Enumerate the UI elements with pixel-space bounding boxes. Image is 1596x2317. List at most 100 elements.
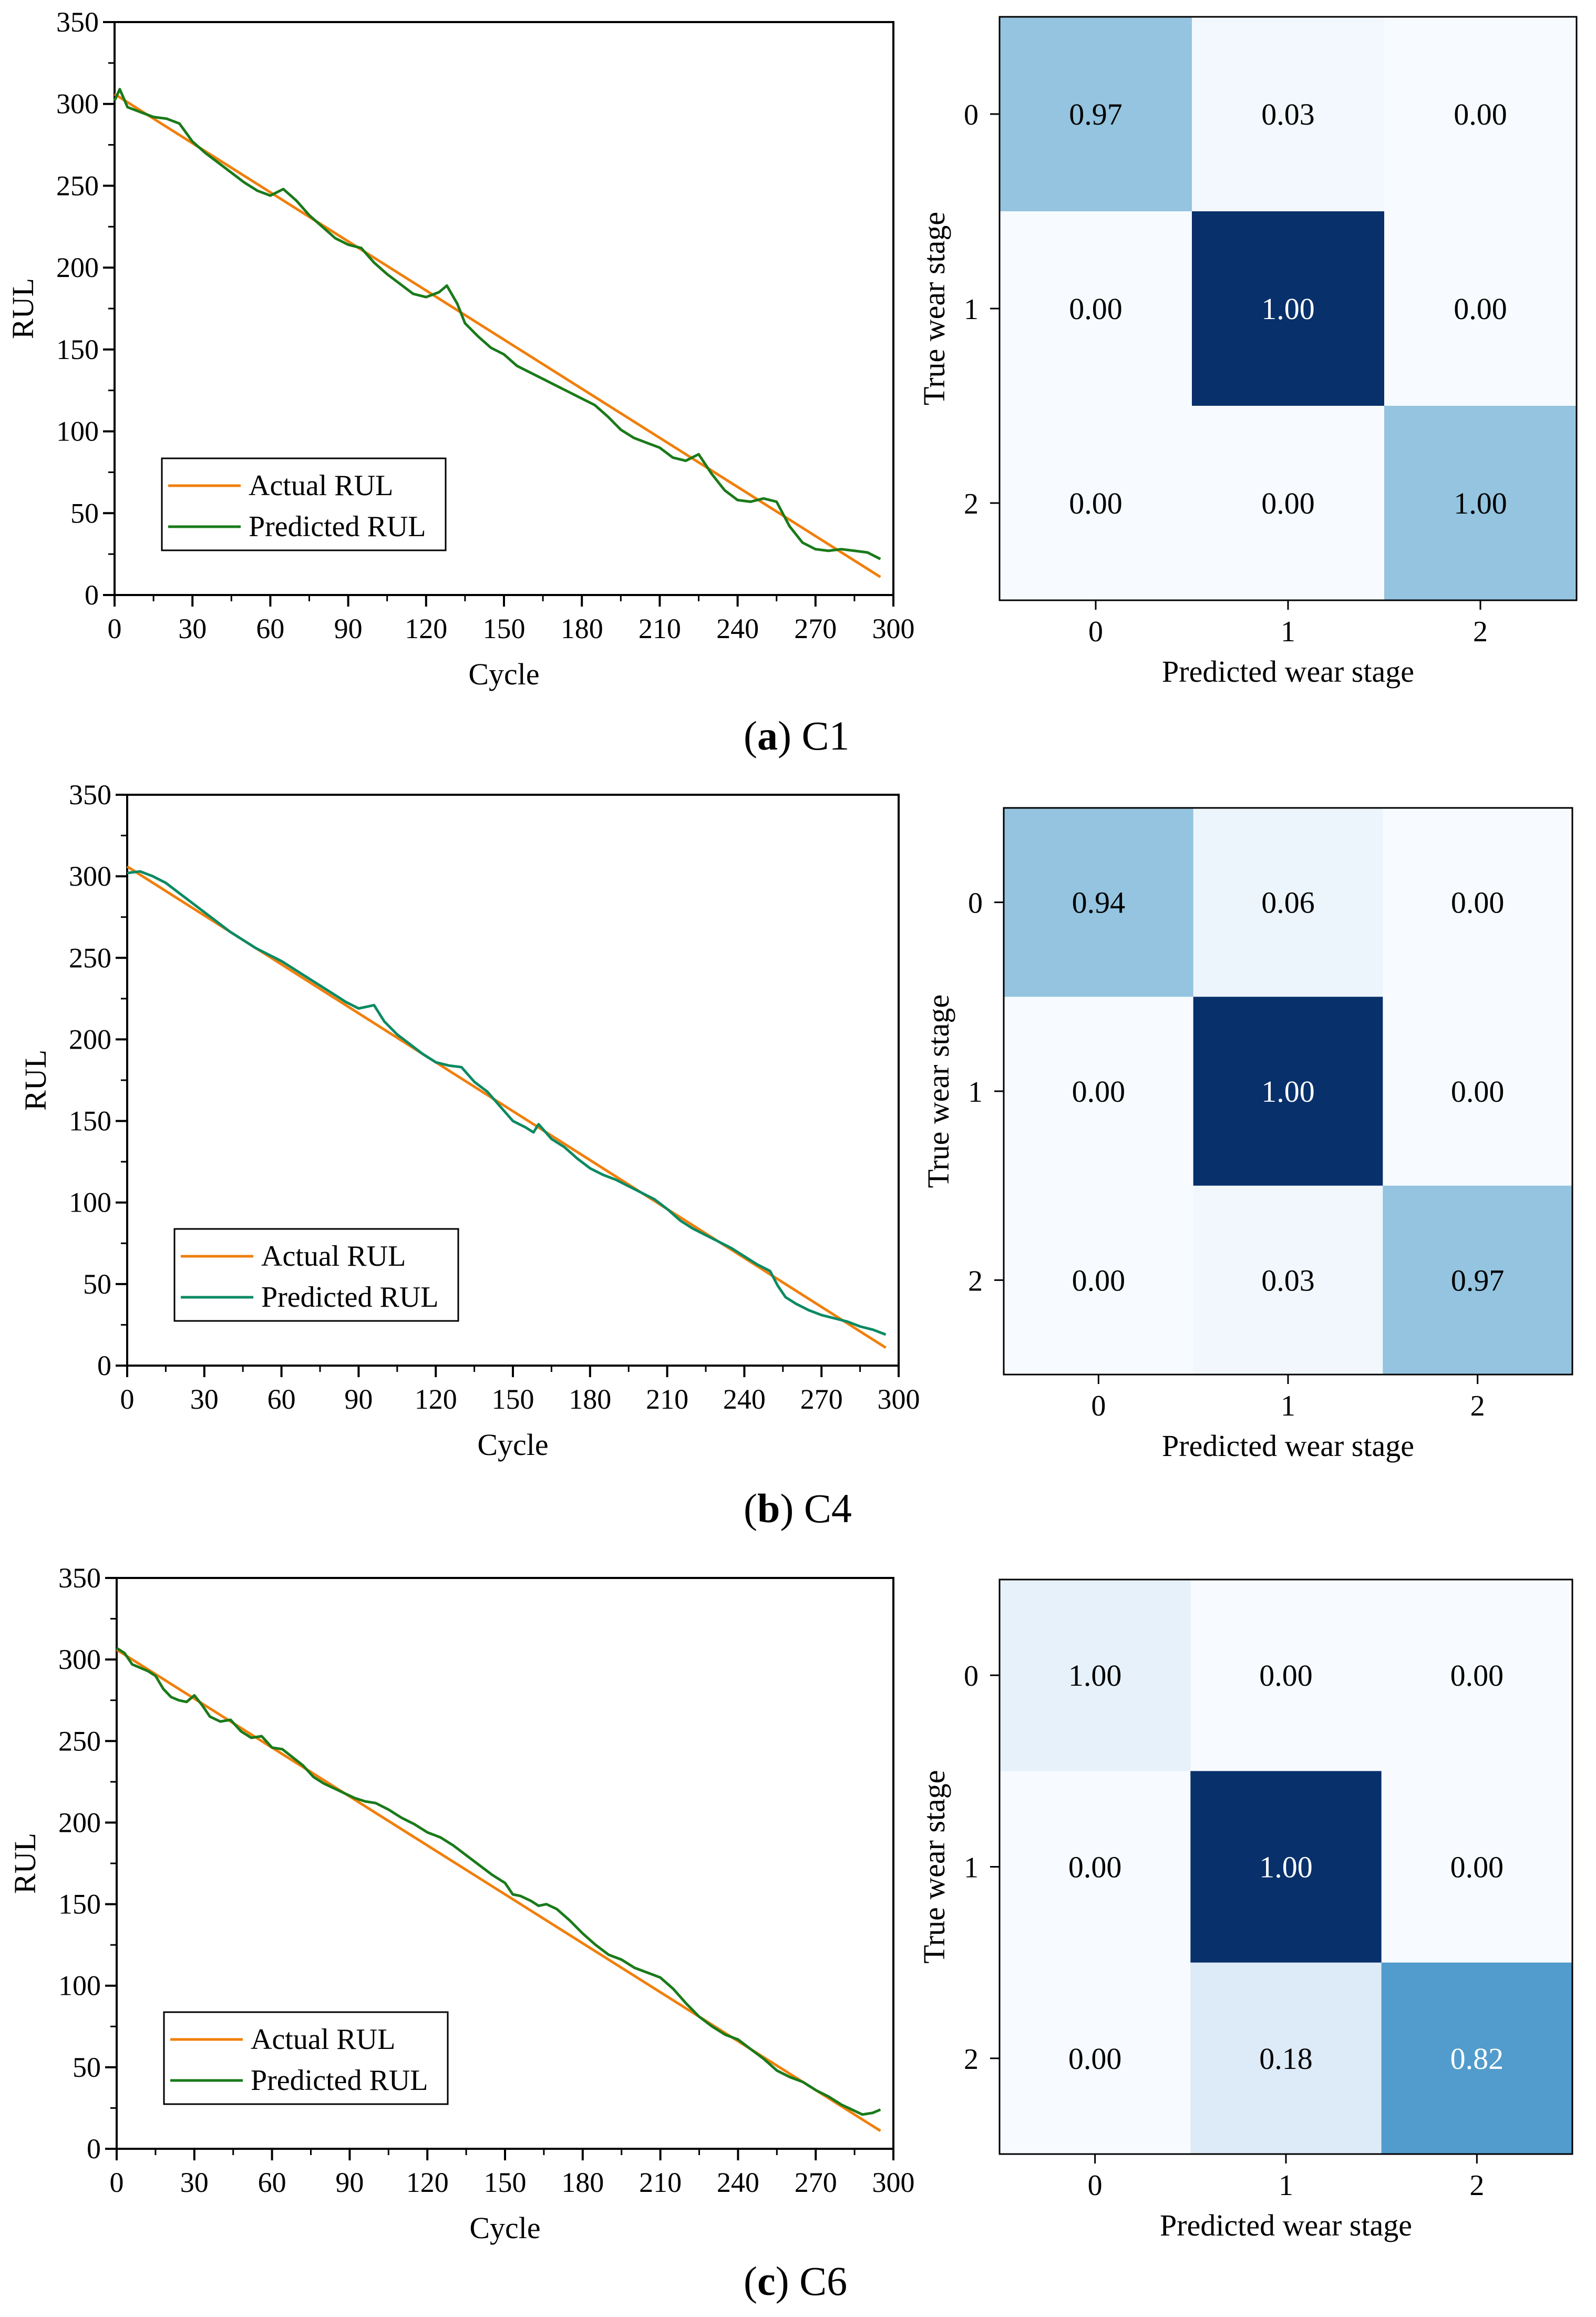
x-tick-label-c6: 300 <box>872 2167 915 2198</box>
caption-a-paren-open: ( <box>744 713 757 758</box>
x-tick-label-c6: 0 <box>110 2167 124 2198</box>
legend-box-c4 <box>173 1228 459 1322</box>
legend-box-c6 <box>163 2011 449 2105</box>
cm-cell-label-c1: 0.00 <box>1261 486 1315 520</box>
cm-y-tick-label-c6: 2 <box>964 2043 979 2076</box>
y-tick-label-c4: 300 <box>69 860 111 892</box>
cm-cell-c1 <box>1000 17 1192 212</box>
x-tick-label-c4: 90 <box>344 1383 373 1415</box>
cm-x-tick-label-c4: 1 <box>1281 1390 1295 1422</box>
cm-cell-c6 <box>1381 1962 1573 2155</box>
y-tick-label-c1: 350 <box>56 6 99 38</box>
x-tick-label-c6: 210 <box>639 2167 682 2198</box>
cm-x-tick-label-c6: 2 <box>1469 2169 1484 2202</box>
caption-a-paren-close: ) <box>777 713 791 758</box>
plot-frame-c1 <box>114 21 894 596</box>
legend-box-c1 <box>161 457 447 551</box>
caption-a-name: C1 <box>801 713 850 758</box>
y-tick-label-c1: 200 <box>56 252 99 283</box>
x-tick-label-c1: 270 <box>794 613 837 644</box>
x-tick-label-c4: 180 <box>569 1383 611 1415</box>
x-tick-label-c1: 300 <box>872 613 915 644</box>
cm-cell-label-c4: 0.94 <box>1072 886 1126 920</box>
x-tick-label-c1: 90 <box>334 613 363 644</box>
cm-cell-label-c4: 0.06 <box>1261 886 1315 920</box>
y-tick-label-c1: 150 <box>56 334 99 365</box>
cm-cell-c1 <box>1000 211 1192 406</box>
cm-cell-c4 <box>1004 1185 1194 1375</box>
y-axis-label-c1: RUL <box>6 278 40 339</box>
cm-cell-c6 <box>1000 1771 1191 1963</box>
cm-cell-label-c6: 0.82 <box>1450 2042 1504 2076</box>
legend-label-c6: Actual RUL <box>251 2023 395 2056</box>
predicted-rul-line-c6 <box>116 1647 881 2116</box>
cm-cell-c1 <box>1384 17 1577 212</box>
x-axis-label-c1: Cycle <box>468 657 539 691</box>
x-tick-label-c4: 270 <box>800 1383 843 1415</box>
y-tick-label-c6: 250 <box>58 1725 101 1757</box>
cm-cell-label-c1: 0.03 <box>1261 97 1315 131</box>
y-tick-label-c6: 350 <box>58 1562 101 1594</box>
x-tick-label-c1: 240 <box>716 613 759 644</box>
caption-c: (c) C6 <box>744 2258 847 2305</box>
cm-cell-label-c6: 1.00 <box>1068 1658 1122 1693</box>
y-axis-label-c4: RUL <box>18 1050 53 1111</box>
x-tick-label-c6: 240 <box>717 2167 759 2198</box>
cm-cell-label-c6: 0.00 <box>1068 2042 1122 2076</box>
x-tick-label-c1: 120 <box>405 613 447 644</box>
cm-cell-label-c4: 0.00 <box>1072 1263 1126 1297</box>
cm-y-tick-label-c1: 0 <box>964 99 979 131</box>
x-tick-label-c1: 0 <box>108 613 122 644</box>
cm-cell-c6 <box>1190 1962 1382 2155</box>
cm-x-axis-label-c1: Predicted wear stage <box>1162 654 1414 689</box>
y-tick-label-c4: 250 <box>69 942 111 973</box>
cm-cell-c4 <box>1193 997 1383 1186</box>
plot-frame-c6 <box>116 1577 894 2150</box>
x-tick-label-c1: 180 <box>561 613 603 644</box>
cm-x-tick-label-c1: 1 <box>1281 616 1295 648</box>
cm-cell-label-c4: 1.00 <box>1261 1074 1315 1109</box>
cm-cell-c4 <box>1193 808 1383 997</box>
plot-frame-c4 <box>126 794 900 1367</box>
x-tick-label-c4: 300 <box>878 1383 920 1415</box>
caption-c-paren-open: ( <box>744 2258 757 2304</box>
cm-y-tick-label-c1: 2 <box>964 488 979 520</box>
y-tick-label-c6: 0 <box>87 2133 101 2165</box>
cm-y-axis-label-c1: True wear stage <box>917 212 951 405</box>
cm-cell-label-c6: 0.00 <box>1450 1658 1504 1693</box>
cm-cell-label-c1: 0.00 <box>1069 292 1123 326</box>
y-tick-label-c1: 100 <box>56 416 99 447</box>
cm-y-tick-label-c4: 0 <box>968 887 983 920</box>
x-tick-label-c4: 240 <box>723 1383 766 1415</box>
cm-cell-c6 <box>1000 1962 1191 2155</box>
caption-b: (b) C4 <box>744 1485 852 1532</box>
caption-b-name: C4 <box>804 1485 852 1531</box>
legend-label-c4: Actual RUL <box>261 1240 406 1273</box>
cm-cell-label-c4: 0.97 <box>1451 1263 1505 1297</box>
cm-cell-label-c6: 0.00 <box>1450 1850 1504 1884</box>
x-tick-label-c4: 210 <box>646 1383 688 1415</box>
cm-cell-c4 <box>1193 1185 1383 1375</box>
x-tick-label-c4: 150 <box>492 1383 534 1415</box>
cm-y-axis-label-c6: True wear stage <box>917 1770 951 1963</box>
cm-cell-label-c1: 0.00 <box>1454 292 1507 326</box>
y-tick-label-c6: 50 <box>73 2052 101 2083</box>
x-tick-label-c6: 270 <box>795 2167 837 2198</box>
caption-a: (a) C1 <box>744 712 850 760</box>
y-tick-label-c4: 50 <box>83 1268 111 1300</box>
cm-cell-c1 <box>1000 406 1192 601</box>
cm-cell-c4 <box>1383 997 1573 1186</box>
cm-cell-label-c4: 0.00 <box>1451 886 1505 920</box>
x-tick-label-c1: 210 <box>639 613 681 644</box>
legend-label-c1: Predicted RUL <box>249 510 426 543</box>
cm-y-tick-label-c1: 1 <box>964 293 979 326</box>
cm-cell-c6 <box>1381 1580 1573 1771</box>
cm-y-tick-label-c6: 1 <box>964 1852 979 1884</box>
cm-x-tick-label-c4: 0 <box>1091 1390 1106 1422</box>
caption-b-paren-open: ( <box>744 1485 757 1531</box>
cm-x-tick-label-c6: 1 <box>1279 2169 1293 2202</box>
cm-x-tick-label-c1: 0 <box>1088 616 1103 648</box>
cm-cell-label-c6: 1.00 <box>1259 1850 1313 1884</box>
cm-cell-label-c4: 0.00 <box>1072 1074 1126 1109</box>
cm-cell-label-c6: 0.18 <box>1259 2042 1313 2076</box>
